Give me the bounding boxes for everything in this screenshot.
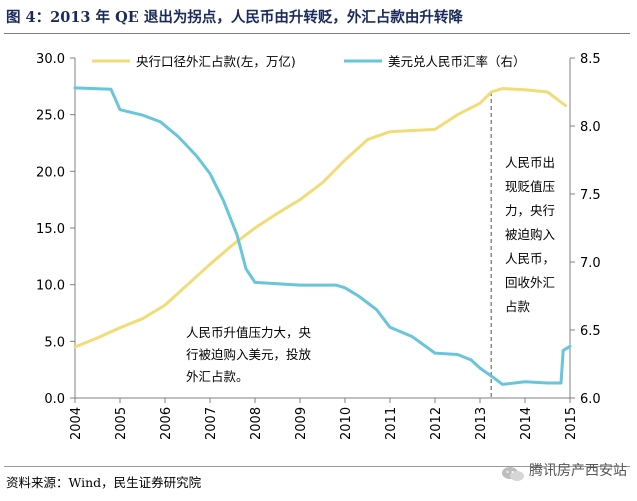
x-tick-label: 2005 (114, 407, 129, 440)
right-tick-label: 6.5 (580, 324, 601, 339)
watermark-text: 腾讯房产西安站 (529, 463, 627, 479)
footer-divider (4, 466, 630, 467)
annotation-depreciation-line-6: 回收外汇 (505, 275, 555, 290)
x-tick-label: 2009 (294, 407, 309, 440)
annotation-appreciation-line-3: 外汇占款。 (186, 369, 249, 384)
right-tick-label: 8.5 (580, 52, 601, 67)
left-tick-label: 25.0 (36, 109, 65, 124)
annotation-depreciation-line-7: 占款 (505, 299, 531, 314)
left-tick-label: 10.0 (36, 279, 65, 294)
x-tick-label: 2013 (474, 407, 489, 440)
annotation-depreciation: 人民币出 现贬值压 力，央行 被迫购入 人民币， 回收外汇 占款 (505, 155, 559, 314)
right-axis-ticks: 6.0 6.5 7.0 7.5 8.0 8.5 (570, 52, 601, 407)
annotation-depreciation-line-3: 力，央行 (505, 203, 555, 218)
x-tick-label: 2006 (159, 407, 174, 440)
left-tick-label: 20.0 (36, 165, 65, 180)
x-tick-label: 2008 (249, 407, 264, 440)
annotation-depreciation-line-5: 人民币， (505, 251, 555, 266)
right-tick-label: 7.0 (580, 256, 601, 271)
x-tick-label: 2012 (429, 407, 444, 440)
right-tick-label: 8.0 (580, 120, 601, 135)
annotation-depreciation-line-1: 人民币出 (505, 155, 555, 170)
x-tick-label: 2014 (519, 407, 534, 440)
left-axis-ticks: 0.0 5.0 10.0 15.0 20.0 25.0 30.0 (36, 52, 75, 407)
annotation-depreciation-line-2: 现贬值压 (505, 179, 555, 194)
source-note: 资料来源：Wind，民生证券研究院 (6, 475, 202, 490)
annotation-appreciation: 人民币升值压力大，央 行被迫购入美元，投放 外汇占款。 (186, 325, 315, 384)
legend-label-usd-cny: 美元兑人民币汇率（右） (388, 54, 526, 69)
right-tick-label: 7.5 (580, 188, 601, 203)
annotation-appreciation-line-2: 行被迫购入美元，投放 (186, 347, 312, 362)
left-tick-label: 0.0 (44, 392, 65, 407)
right-tick-label: 6.0 (580, 392, 601, 407)
left-tick-label: 5.0 (44, 335, 65, 350)
x-tick-label: 2004 (69, 407, 84, 440)
annotation-appreciation-line-1: 人民币升值压力大，央 (186, 325, 312, 340)
left-tick-label: 30.0 (36, 52, 65, 67)
fx-reserves-series-line (73, 87, 567, 349)
x-tick-label: 2007 (204, 407, 219, 440)
wechat-icon (501, 463, 525, 481)
x-tick-label: 2010 (339, 407, 354, 440)
x-tick-label: 2011 (384, 407, 399, 440)
x-axis-ticks: 2004 2005 2006 2007 2008 2009 2010 2011 2012 2013… (69, 398, 579, 440)
watermark: 腾讯房产西安站 (501, 456, 627, 486)
legend-label-fx-reserves: 央行口径外汇占款(左，万亿) (136, 54, 296, 69)
x-tick-label: 2015 (564, 407, 579, 440)
title-divider (4, 33, 630, 34)
left-tick-label: 15.0 (36, 222, 65, 237)
figure-title: 图 4：2013 年 QE 退出为拐点，人民币由升转贬，外汇占款由升转降 (6, 9, 463, 26)
usd-cny-series-line (73, 86, 572, 386)
annotation-depreciation-line-4: 被迫购入 (505, 227, 556, 242)
